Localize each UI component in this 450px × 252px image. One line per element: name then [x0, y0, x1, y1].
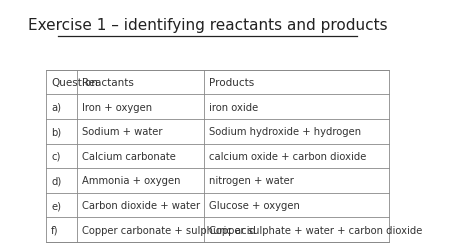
Text: calcium oxide + carbon dioxide: calcium oxide + carbon dioxide: [209, 151, 366, 161]
Text: Glucose + oxygen: Glucose + oxygen: [209, 200, 300, 210]
Text: Question: Question: [51, 78, 98, 88]
Text: Carbon dioxide + water: Carbon dioxide + water: [82, 200, 200, 210]
Text: e): e): [51, 200, 61, 210]
Text: a): a): [51, 102, 61, 112]
Text: Iron + oxygen: Iron + oxygen: [82, 102, 152, 112]
Text: d): d): [51, 176, 61, 186]
Text: Sodium hydroxide + hydrogen: Sodium hydroxide + hydrogen: [209, 127, 361, 137]
Text: nitrogen + water: nitrogen + water: [209, 176, 294, 186]
Text: iron oxide: iron oxide: [209, 102, 258, 112]
Text: Sodium + water: Sodium + water: [82, 127, 162, 137]
Text: Copper sulphate + water + carbon dioxide: Copper sulphate + water + carbon dioxide: [209, 225, 423, 235]
Text: Copper carbonate + sulphuric acid: Copper carbonate + sulphuric acid: [82, 225, 256, 235]
Text: Exercise 1 – identifying reactants and products: Exercise 1 – identifying reactants and p…: [28, 18, 387, 33]
Text: Calcium carbonate: Calcium carbonate: [82, 151, 176, 161]
Text: f): f): [51, 225, 59, 235]
Text: c): c): [51, 151, 60, 161]
Text: Ammonia + oxygen: Ammonia + oxygen: [82, 176, 180, 186]
Text: b): b): [51, 127, 61, 137]
Text: Reactants: Reactants: [82, 78, 134, 88]
Text: Products: Products: [209, 78, 254, 88]
